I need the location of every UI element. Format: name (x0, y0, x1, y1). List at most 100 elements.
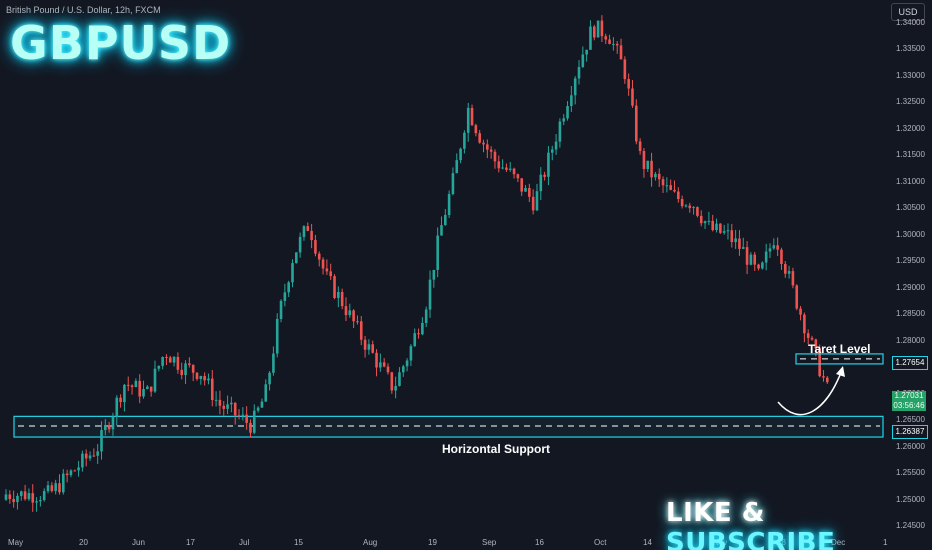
candle-bearish (58, 483, 61, 493)
candle-bearish (635, 105, 638, 142)
candle-bearish (176, 356, 180, 370)
candle-bearish (8, 494, 12, 500)
candle-bearish (356, 321, 359, 323)
candle-bearish (329, 271, 332, 277)
candle-bearish (619, 45, 623, 60)
candle-bullish (27, 493, 31, 500)
candle-bearish (512, 168, 516, 175)
candle-bullish (260, 401, 264, 408)
candle-bearish (486, 144, 489, 150)
y-tick-label: 1.29500 (896, 256, 925, 266)
candle-bullish (157, 365, 161, 369)
candle-bullish (54, 483, 57, 492)
candle-bearish (791, 271, 795, 286)
candle-bearish (799, 308, 802, 315)
candle-bearish (719, 223, 722, 233)
candle-bullish (337, 291, 340, 298)
candle-bullish (508, 168, 512, 170)
candle-bullish (16, 495, 19, 503)
candle-bullish (275, 318, 279, 354)
y-tick-label: 1.30000 (896, 229, 925, 239)
candle-bullish (421, 322, 424, 335)
current-price-tag: 1.27031 03:56:46 (892, 391, 926, 411)
candle-bullish (444, 214, 447, 226)
candle-bearish (168, 357, 172, 363)
candle-bullish (367, 344, 371, 350)
candle-bullish (726, 230, 730, 232)
candle-bearish (730, 230, 734, 243)
target-zone-rect (795, 353, 884, 365)
candle-bearish (776, 245, 779, 250)
x-tick-label: 17 (186, 538, 195, 547)
candle-bearish (188, 363, 191, 365)
x-tick-label: Nov (713, 538, 728, 547)
candle-bullish (715, 223, 718, 231)
candle-bullish (447, 194, 451, 215)
candle-bearish (12, 499, 15, 503)
candle-bearish (711, 220, 714, 231)
currency-button[interactable]: USD (891, 3, 925, 21)
current-price-value: 1.27031 (894, 391, 924, 400)
y-tick-label: 1.34000 (896, 17, 925, 27)
candle-bullish (77, 467, 80, 471)
support-price-tag: 1.26387 (892, 425, 928, 439)
x-tick-label: 15 (294, 538, 303, 547)
candle-bearish (638, 141, 642, 151)
candle-bearish (505, 167, 508, 170)
target-price-tag: 1.27654 (892, 356, 928, 370)
candle-bearish (306, 226, 310, 231)
candle-bearish (795, 285, 799, 309)
candle-bearish (623, 59, 627, 80)
candle-bullish (539, 174, 543, 192)
candle-bullish (566, 106, 569, 119)
candle-bearish (107, 425, 111, 430)
candle-bearish (474, 125, 478, 134)
candle-bullish (741, 247, 745, 249)
y-tick-label: 1.28000 (896, 335, 925, 345)
candle-bullish (264, 384, 268, 402)
candle-bullish (524, 188, 527, 192)
candle-bullish (401, 366, 405, 373)
candle-bullish (772, 245, 776, 249)
candle-bullish (424, 309, 428, 323)
candle-bullish (413, 333, 417, 347)
cta-like: LIKE & (666, 498, 765, 528)
candle-bearish (531, 196, 535, 211)
candle-bullish (241, 414, 245, 416)
candle-bullish (115, 397, 119, 417)
projection-arrow (777, 369, 843, 416)
candle-bearish (310, 230, 313, 241)
candle-bullish (35, 501, 38, 503)
candle-bearish (493, 151, 497, 162)
candle-bullish (19, 491, 23, 496)
candle-bearish (203, 376, 206, 381)
symbol-header: British Pound / U.S. Dollar, 12h, FXCM (6, 5, 161, 15)
candle-bearish (489, 149, 493, 152)
candle-bearish (84, 453, 88, 459)
x-tick-label: May (8, 538, 24, 547)
y-tick-label: 1.24500 (896, 521, 925, 531)
candle-bearish (783, 263, 787, 274)
candles-layer (4, 15, 829, 512)
candle-bearish (738, 238, 741, 249)
countdown-value: 03:56:46 (893, 401, 925, 410)
candle-bullish (184, 363, 187, 376)
candle-bearish (604, 36, 608, 40)
candle-bearish (165, 357, 168, 359)
x-tick-label: Sep (482, 538, 497, 547)
candle-bullish (558, 121, 562, 142)
candle-bullish (146, 386, 149, 389)
y-tick-label: 1.26500 (896, 415, 925, 425)
candle-bullish (459, 148, 462, 161)
candle-bearish (677, 191, 680, 200)
x-tick-label: 20 (79, 538, 88, 547)
candle-bullish (573, 78, 577, 96)
candle-bullish (298, 236, 302, 253)
candle-bearish (249, 422, 252, 433)
candle-bullish (287, 282, 290, 293)
candle-bearish (592, 26, 596, 38)
x-tick-label: Oct (594, 538, 607, 547)
candle-bearish (386, 366, 390, 373)
